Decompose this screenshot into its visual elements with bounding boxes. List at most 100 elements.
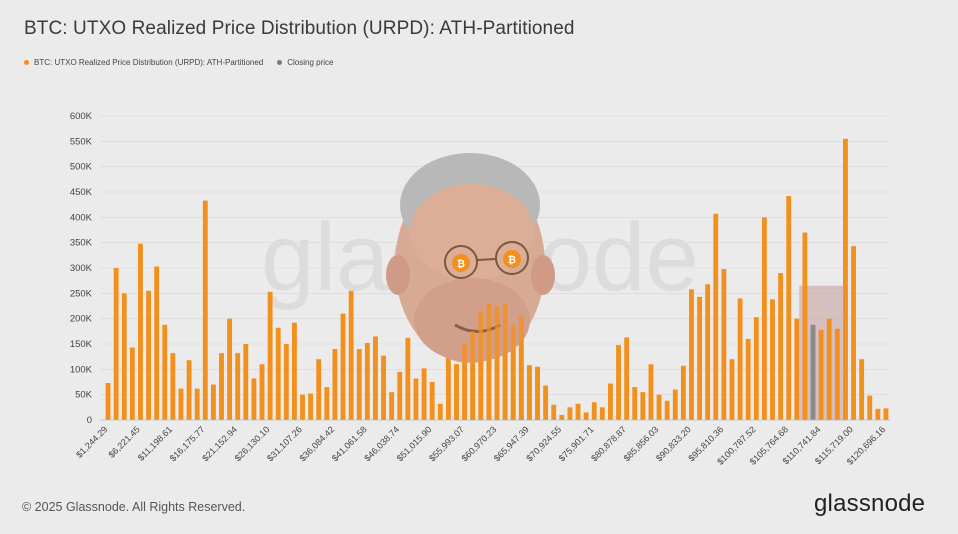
urpd-bar[interactable] xyxy=(300,394,305,420)
urpd-bar[interactable] xyxy=(729,359,735,420)
y-tick-label: 350K xyxy=(70,238,93,249)
urpd-bar[interactable] xyxy=(883,408,889,420)
urpd-bar[interactable] xyxy=(113,268,119,420)
urpd-bar[interactable] xyxy=(672,389,678,420)
closing-price-bar[interactable] xyxy=(810,324,816,420)
urpd-bar[interactable] xyxy=(802,232,808,420)
urpd-bar[interactable] xyxy=(162,324,168,420)
urpd-bar[interactable] xyxy=(381,355,386,420)
urpd-bar[interactable] xyxy=(364,342,370,420)
urpd-bar[interactable] xyxy=(591,402,597,420)
urpd-bar[interactable] xyxy=(324,387,330,420)
urpd-bar[interactable] xyxy=(834,328,840,420)
urpd-bar[interactable] xyxy=(202,200,208,420)
urpd-bar[interactable] xyxy=(608,383,613,420)
urpd-bar[interactable] xyxy=(259,364,265,420)
urpd-bar[interactable] xyxy=(616,345,621,420)
urpd-bar[interactable] xyxy=(413,378,419,420)
urpd-bar[interactable] xyxy=(843,138,848,421)
urpd-bar[interactable] xyxy=(219,353,224,420)
urpd-bar[interactable] xyxy=(818,329,824,420)
urpd-bar[interactable] xyxy=(745,338,751,420)
urpd-bar[interactable] xyxy=(348,290,354,420)
urpd-bar[interactable] xyxy=(340,313,346,420)
urpd-bar[interactable] xyxy=(186,360,192,420)
urpd-bar[interactable] xyxy=(194,388,200,420)
urpd-bar[interactable] xyxy=(154,266,160,420)
urpd-bar[interactable] xyxy=(178,388,184,420)
urpd-bar[interactable] xyxy=(624,337,630,420)
urpd-bar[interactable] xyxy=(567,407,573,420)
urpd-bar[interactable] xyxy=(664,400,670,420)
legend: BTC: UTXO Realized Price Distribution (U… xyxy=(24,58,334,67)
urpd-bar[interactable] xyxy=(721,269,727,420)
urpd-bar[interactable] xyxy=(121,293,127,420)
urpd-bar[interactable] xyxy=(210,384,216,420)
urpd-bar[interactable] xyxy=(689,289,694,420)
urpd-bar[interactable] xyxy=(543,385,549,420)
urpd-bar[interactable] xyxy=(275,327,281,420)
legend-item-urpd[interactable]: BTC: UTXO Realized Price Distribution (U… xyxy=(24,58,263,67)
urpd-bar[interactable] xyxy=(680,365,686,420)
urpd-bar-overlay xyxy=(494,306,500,420)
urpd-bar[interactable] xyxy=(551,404,557,420)
urpd-bar[interactable] xyxy=(770,299,775,420)
urpd-bar[interactable] xyxy=(429,382,435,420)
urpd-bar[interactable] xyxy=(170,353,176,420)
y-tick-label: 400K xyxy=(70,212,93,223)
urpd-bar[interactable] xyxy=(640,392,646,420)
urpd-bar[interactable] xyxy=(267,291,273,420)
urpd-bar[interactable] xyxy=(146,290,151,420)
urpd-bar-overlay xyxy=(518,316,524,420)
urpd-bar[interactable] xyxy=(421,368,427,420)
legend-swatch-closing-price xyxy=(277,60,283,65)
urpd-bar[interactable] xyxy=(778,273,784,420)
urpd-bar-overlay xyxy=(478,311,484,420)
urpd-bar[interactable] xyxy=(291,322,297,420)
urpd-bar[interactable] xyxy=(559,414,565,420)
urpd-bar[interactable] xyxy=(713,213,719,420)
urpd-bar[interactable] xyxy=(397,371,403,420)
urpd-bar[interactable] xyxy=(316,359,322,420)
urpd-bar[interactable] xyxy=(575,403,581,420)
urpd-bar[interactable] xyxy=(243,344,249,420)
urpd-bar[interactable] xyxy=(697,296,703,420)
urpd-bar[interactable] xyxy=(656,394,662,420)
urpd-bar[interactable] xyxy=(356,349,362,420)
urpd-bar[interactable] xyxy=(251,378,257,420)
urpd-bar[interactable] xyxy=(129,347,135,420)
urpd-bar[interactable] xyxy=(283,344,289,420)
urpd-bar[interactable] xyxy=(308,393,314,420)
urpd-bar[interactable] xyxy=(753,317,759,420)
urpd-bar[interactable] xyxy=(445,357,451,420)
urpd-bar[interactable] xyxy=(737,298,743,420)
urpd-bar[interactable] xyxy=(761,217,767,420)
urpd-bar[interactable] xyxy=(227,318,233,420)
urpd-bar[interactable] xyxy=(867,395,873,420)
urpd-bar[interactable] xyxy=(875,408,881,420)
urpd-bar[interactable] xyxy=(705,284,711,420)
urpd-bar-overlay xyxy=(526,365,532,420)
urpd-bar[interactable] xyxy=(648,364,654,420)
urpd-bar[interactable] xyxy=(235,353,241,420)
legend-item-closing-price[interactable]: Closing price xyxy=(277,58,334,67)
urpd-bar[interactable] xyxy=(389,392,395,420)
urpd-bar[interactable] xyxy=(786,196,792,420)
urpd-bar[interactable] xyxy=(794,318,800,420)
urpd-bar[interactable] xyxy=(632,387,638,420)
urpd-bar[interactable] xyxy=(105,383,111,420)
urpd-bar[interactable] xyxy=(373,336,378,420)
urpd-bar[interactable] xyxy=(138,243,143,420)
urpd-bar[interactable] xyxy=(859,359,865,420)
y-tick-label: 200K xyxy=(70,314,93,325)
urpd-bar-overlay xyxy=(454,364,459,420)
urpd-bar[interactable] xyxy=(599,407,605,420)
urpd-bar[interactable] xyxy=(405,337,411,420)
urpd-bar[interactable] xyxy=(437,403,443,420)
y-tick-label: 300K xyxy=(70,263,93,274)
urpd-bar[interactable] xyxy=(583,412,589,420)
urpd-bar[interactable] xyxy=(332,349,338,420)
urpd-bar[interactable] xyxy=(826,318,832,420)
urpd-bar[interactable] xyxy=(851,246,856,420)
